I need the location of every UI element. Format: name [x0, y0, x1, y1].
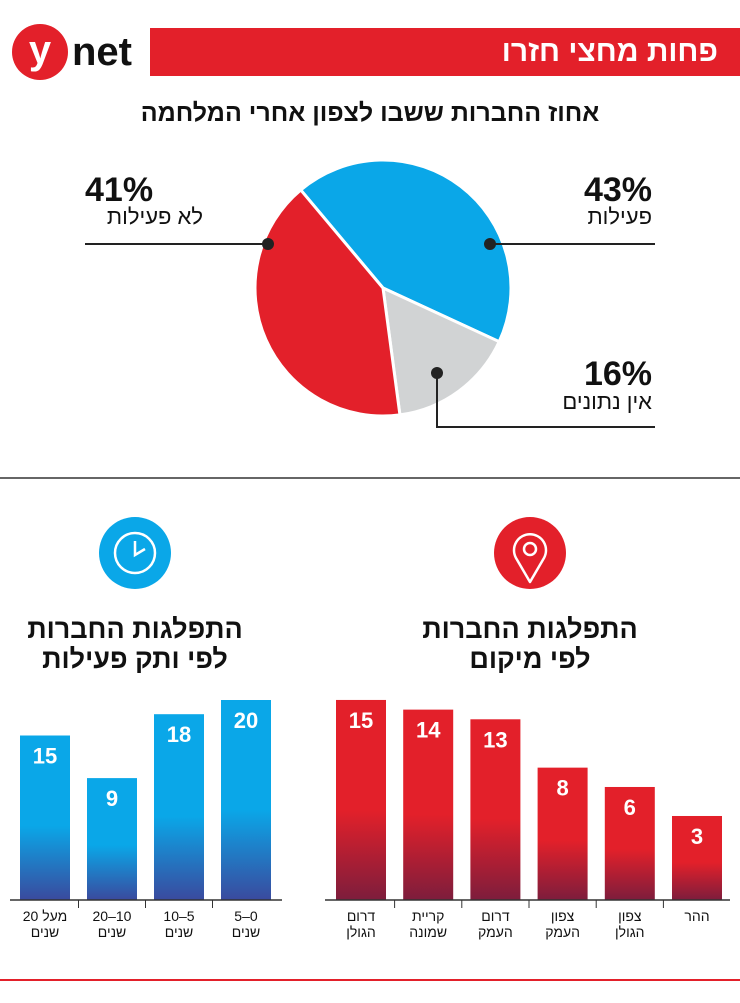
- bar-value-label: 13: [483, 727, 507, 752]
- pie-value-label: 43%: [583, 171, 652, 209]
- pie-category-label: אין נתונים: [562, 389, 652, 414]
- clock-face: [113, 531, 157, 575]
- bar: [604, 786, 655, 900]
- pie-value-label: 41%: [85, 171, 154, 209]
- bar-value-label: 15: [33, 744, 57, 769]
- bar: [336, 699, 386, 900]
- pie-slice: [381, 285, 502, 417]
- x-tick-label: דרום העמק: [478, 908, 513, 941]
- bar: [221, 700, 271, 900]
- pin-shape: [512, 533, 548, 584]
- chart-title: התפלגות החברות לפי מיקום: [422, 614, 638, 674]
- pie-category-label: לא פעילות: [106, 204, 203, 229]
- bar: [470, 719, 521, 900]
- bar-value-label: 14: [416, 718, 441, 743]
- clock-hands: [133, 541, 146, 558]
- logo-y: y: [28, 28, 52, 72]
- bar: [537, 767, 588, 900]
- leader-dot: [262, 238, 274, 250]
- leader-dot: [484, 238, 496, 250]
- chart-title: התפלגות החברות לפי ותק פעילות: [27, 614, 243, 674]
- bar: [672, 815, 722, 900]
- pie-value-label: 16%: [583, 355, 652, 393]
- x-tick-label: צפון הגולן: [615, 908, 645, 941]
- x-tick-label: צפון העמק: [545, 908, 580, 941]
- x-tick-label: ההר: [684, 908, 710, 924]
- pie-category-label: פעילות: [587, 204, 652, 229]
- leader-dot: [431, 367, 443, 379]
- bar-value-label: 18: [167, 722, 191, 747]
- headline-banner: [150, 28, 740, 76]
- bar-value-label: 9: [106, 786, 118, 811]
- pin-dot: [522, 541, 538, 557]
- x-tick-label: 10–20 שנים: [92, 908, 132, 941]
- leader-line: [436, 373, 655, 428]
- pie-slice: [253, 187, 402, 418]
- bar: [403, 709, 454, 900]
- bar-value-label: 8: [556, 776, 568, 801]
- x-tick-label: 0–5 שנים: [231, 908, 261, 941]
- pie-title: אחוז החברות ששבו לצפון אחרי המלחמה: [140, 99, 600, 127]
- headline: פחות מחצי חזרו: [501, 35, 718, 68]
- bar-value-label: 15: [349, 708, 373, 733]
- x-tick-label: קריית שמונה: [409, 908, 448, 941]
- bar: [20, 735, 70, 900]
- bar-value-label: 3: [691, 824, 703, 849]
- pin-icon: [494, 517, 566, 589]
- logo-circle: [12, 24, 68, 80]
- bar: [87, 778, 137, 900]
- bar: [154, 714, 204, 900]
- bar-value-label: 20: [234, 708, 258, 733]
- x-tick-label: 5–10 שנים: [163, 908, 195, 941]
- logo-net: net: [72, 30, 132, 74]
- x-tick-label: דרום הגולן: [346, 908, 376, 941]
- pie-slice: [298, 158, 513, 344]
- bar-value-label: 6: [624, 795, 636, 820]
- x-tick-label: מעל 20 שנים: [22, 908, 68, 941]
